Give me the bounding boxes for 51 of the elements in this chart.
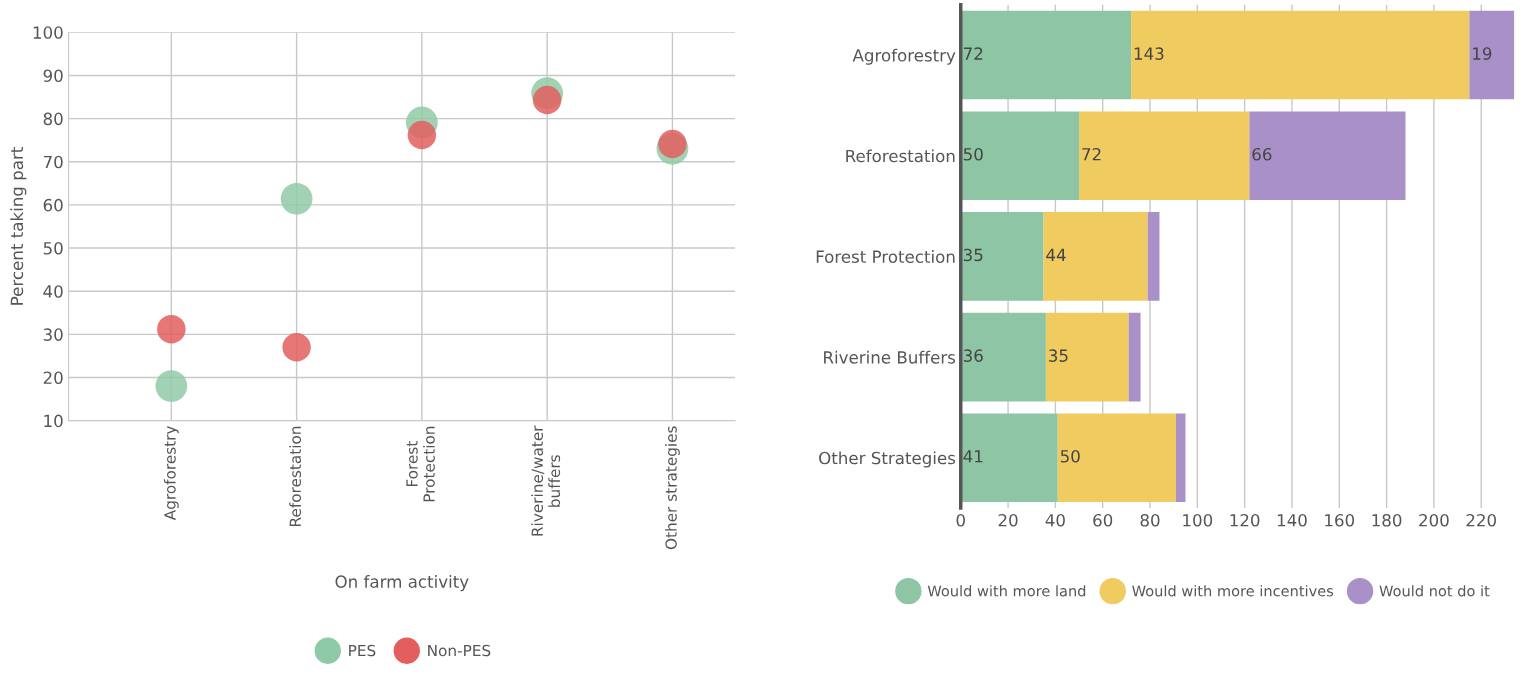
data-label: 72 <box>1082 147 1101 161</box>
y-tick-label: 40 <box>43 285 63 298</box>
data-label: 143 <box>1134 47 1164 60</box>
y-tick-label: 70 <box>43 155 63 169</box>
legend-label: Would not do it <box>1379 585 1490 597</box>
y-tick-label: Forest Protection <box>816 250 955 263</box>
x-tick-label: 100 <box>1183 513 1213 527</box>
x-tick-label: Reforestation <box>289 426 302 526</box>
x-tick-label: 120 <box>1230 513 1260 527</box>
y-tick-label: 80 <box>43 112 63 126</box>
data-label: 50 <box>1060 450 1080 463</box>
x-tick-label: 40 <box>1045 513 1065 527</box>
y-tick-label: 100 <box>33 26 63 39</box>
data-label: 35 <box>963 248 983 262</box>
x-tick-label: Forest Protection <box>406 426 435 502</box>
x-tick-label: 80 <box>1140 513 1160 527</box>
y-tick-label: Riverine Buffers <box>824 350 956 364</box>
x-tick-label: 20 <box>998 513 1018 527</box>
data-label: 50 <box>963 147 983 161</box>
x-tick-label: Riverine/water buffers <box>531 425 561 536</box>
data-label: 35 <box>1049 349 1068 362</box>
legend-label: Non-PES <box>428 644 491 657</box>
x-tick-label: 0 <box>956 513 965 527</box>
x-tick-label: 180 <box>1372 513 1402 527</box>
y-tick-label: 10 <box>44 414 63 428</box>
x-tick-label: 220 <box>1466 513 1496 527</box>
data-label: 41 <box>963 450 983 463</box>
y-tick-label: 60 <box>43 198 63 212</box>
data-label: 66 <box>1252 147 1272 161</box>
y-tick-label: 90 <box>43 69 63 83</box>
x-tick-label: 200 <box>1419 513 1449 527</box>
data-label: 72 <box>964 47 983 60</box>
data-label: 36 <box>963 349 983 362</box>
x-tick-label: 140 <box>1277 513 1307 527</box>
x-tick-label: 60 <box>1093 513 1113 527</box>
y-tick-label: Reforestation <box>846 149 955 163</box>
y-tick-label: 30 <box>43 328 63 341</box>
legend-label: Would with more incentives <box>1132 585 1334 597</box>
x-axis-title: On farm activity <box>335 575 469 592</box>
data-label: 44 <box>1046 248 1066 262</box>
x-tick-label: Other strategies <box>665 426 680 550</box>
y-axis-title: Percent taking part <box>10 147 27 305</box>
y-tick-label: 50 <box>43 242 63 255</box>
data-label: 19 <box>1473 47 1492 60</box>
legend-label: PES <box>349 644 376 657</box>
y-tick-label: Other Strategies <box>819 451 956 468</box>
y-tick-label: Agroforestry <box>852 48 956 65</box>
x-tick-label: 160 <box>1325 513 1355 527</box>
y-tick-label: 20 <box>43 371 63 385</box>
legend-label: Would with more land <box>927 585 1086 597</box>
x-tick-label: Agroforestry <box>163 425 179 521</box>
